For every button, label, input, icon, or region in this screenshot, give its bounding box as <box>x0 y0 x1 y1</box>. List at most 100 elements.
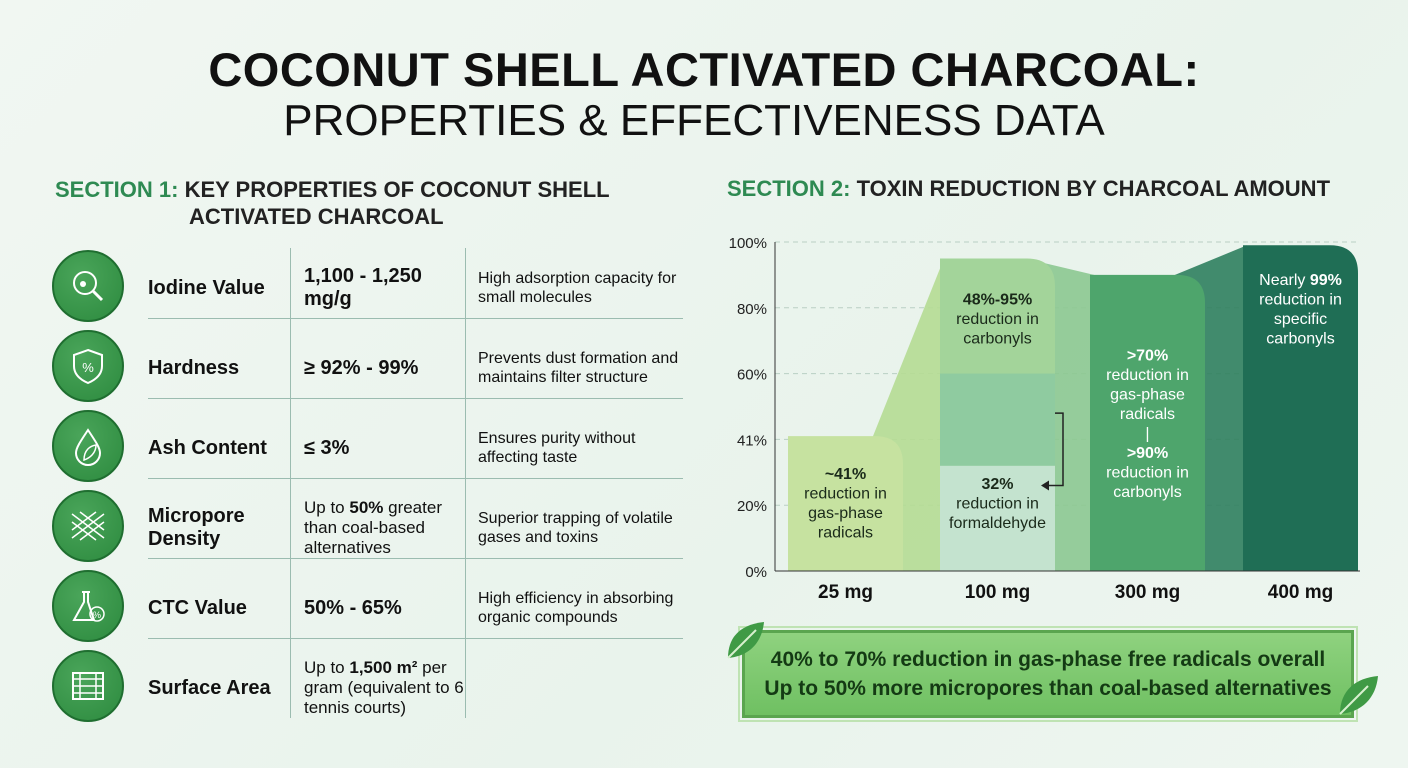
label-text: reduction in <box>1106 464 1189 481</box>
value-bold: 1,500 m² <box>349 658 418 677</box>
toxin-reduction-chart: 0% 20% 41% 60% 80% 100% 25 mg 100 mg 300 mg 400 m… <box>729 235 1360 603</box>
label-text: Nearly <box>1259 272 1310 289</box>
value-bold: 1,100 - 1,250 mg/g <box>304 265 422 310</box>
value-bold: ≤ 3% <box>304 436 350 459</box>
property-row: Ash Content ≤ 3% Ensures purity without … <box>50 408 685 488</box>
bar-300mg <box>1090 274 1205 571</box>
label-text: specific <box>1274 311 1327 328</box>
property-description: Ensures purity without affecting taste <box>478 430 636 466</box>
banner-line-1: 40% to 70% reduction in gas-phase free r… <box>770 648 1326 671</box>
section1-title-b: ACTIVATED CHARCOAL <box>189 204 444 229</box>
label-bold: 32% <box>981 476 1013 493</box>
label-bold: >90% <box>1127 445 1168 462</box>
label-text: reduction in <box>956 495 1039 512</box>
property-value: ≤ 3% <box>304 437 464 460</box>
label-text: reduction in <box>956 311 1039 328</box>
label-text: reduction in <box>804 485 887 502</box>
section1-heading: SECTION 1: KEY PROPERTIES OF COCONUT SHE… <box>55 176 610 230</box>
label-bold: ~41% <box>825 466 866 483</box>
svg-text:%: % <box>93 610 101 620</box>
bar-label: reduction in <box>1106 367 1189 384</box>
section1-prefix: SECTION 1: <box>55 177 179 202</box>
x-tick-label: 25 mg <box>818 582 873 603</box>
drop-leaf-icon <box>52 410 124 482</box>
table-divider <box>148 558 683 559</box>
y-tick-label: 80% <box>737 301 767 318</box>
bar-label: specific <box>1274 311 1327 328</box>
property-name: Micropore Density <box>148 505 245 550</box>
section2-prefix: SECTION 2: <box>727 176 851 201</box>
mesh-icon <box>52 490 124 562</box>
property-row: Micropore Density Up to 50% greater than… <box>50 488 685 568</box>
label-text: gas-phase <box>808 505 883 522</box>
title-line-1: COCONUT SHELL ACTIVATED CHARCOAL: <box>208 43 1200 96</box>
property-description: Superior trapping of volatile gases and … <box>478 510 673 546</box>
property-name: Ash Content <box>148 436 267 459</box>
flask-percent-icon: % <box>52 570 124 642</box>
table-divider <box>148 478 683 479</box>
bar-label: reduction in <box>804 485 887 502</box>
x-tick-label: 400 mg <box>1268 582 1333 603</box>
y-tick-label: 20% <box>737 498 767 515</box>
bar-label: radicals <box>818 524 873 541</box>
bar-25mg <box>788 436 903 571</box>
label-text: radicals <box>1120 406 1175 423</box>
bar-label: reduction in <box>1259 291 1342 308</box>
value-bold: ≥ 92% - 99% <box>304 356 419 379</box>
title-line-2: PROPERTIES & EFFECTIVENESS DATA <box>283 96 1105 145</box>
properties-table: Iodine Value 1,100 - 1,250 mg/g High ads… <box>50 248 685 728</box>
x-tick-label: 300 mg <box>1115 582 1180 603</box>
magnifier-icon <box>52 250 124 322</box>
bar-label: formaldehyde <box>949 515 1046 532</box>
label-text: reduction in <box>1106 367 1189 384</box>
bar-label: gas-phase <box>808 505 883 522</box>
section2-title: TOXIN REDUCTION BY CHARCOAL AMOUNT <box>856 176 1331 201</box>
label-text: carbonyls <box>1113 484 1181 501</box>
bar-label: | <box>1145 425 1149 442</box>
value-bold: 50% - 65% <box>304 596 402 619</box>
property-name: CTC Value <box>148 596 247 619</box>
bar-label: >70% <box>1127 347 1168 364</box>
bar-label: carbonyls <box>1266 330 1334 347</box>
bar-label: ~41% <box>825 466 866 483</box>
table-divider <box>148 638 683 639</box>
label-text: | <box>1145 425 1149 442</box>
label-text: carbonyls <box>963 331 1031 348</box>
summary-banner: 40% to 70% reduction in gas-phase free r… <box>738 626 1358 722</box>
property-description: High efficiency in absorbing organic com… <box>478 590 674 626</box>
bar-400mg <box>1243 245 1358 572</box>
label-bold: 99% <box>1310 272 1342 289</box>
property-description: Prevents dust formation and maintains fi… <box>478 350 679 386</box>
property-row: % Hardness ≥ 92% - 99% Prevents dust for… <box>50 328 685 408</box>
label-text: reduction in <box>1259 291 1342 308</box>
label-text: gas-phase <box>1110 386 1185 403</box>
value-text: Up to <box>304 498 350 517</box>
y-tick-label: 0% <box>745 564 767 581</box>
y-tick-label: 60% <box>737 367 767 384</box>
label-text: carbonyls <box>1266 330 1334 347</box>
bar-label: Nearly 99% <box>1259 272 1342 289</box>
property-value: Up to 50% greater than coal-based altern… <box>304 498 464 558</box>
bar-segment-gradient <box>940 373 1055 466</box>
leaf-icon <box>1339 676 1378 715</box>
section2-heading: SECTION 2: TOXIN REDUCTION BY CHARCOAL A… <box>727 176 1330 202</box>
label-text: formaldehyde <box>949 515 1046 532</box>
property-description: High adsorption capacity for small molec… <box>478 270 677 306</box>
label-text: radicals <box>818 524 873 541</box>
table-divider <box>148 318 683 319</box>
property-name: Surface Area <box>148 676 271 699</box>
property-name: Iodine Value <box>148 276 265 299</box>
value-text: greater than coal-based alternatives <box>304 498 442 557</box>
bracket-arrow <box>1047 412 1064 487</box>
table-divider <box>465 248 466 718</box>
bar-label: reduction in <box>1106 464 1189 481</box>
bar-label: 48%-95% <box>963 292 1032 309</box>
property-row: Surface Area Up to 1,500 m² per gram (eq… <box>50 648 685 728</box>
bar-label: radicals <box>1120 406 1175 423</box>
property-value: 1,100 - 1,250 mg/g <box>304 265 464 311</box>
y-tick-label: 41% <box>737 432 767 449</box>
bar-label: gas-phase <box>1110 386 1185 403</box>
property-row: Iodine Value 1,100 - 1,250 mg/g High ads… <box>50 248 685 328</box>
bar-label: 32% <box>981 476 1013 493</box>
property-value: 50% - 65% <box>304 597 464 620</box>
